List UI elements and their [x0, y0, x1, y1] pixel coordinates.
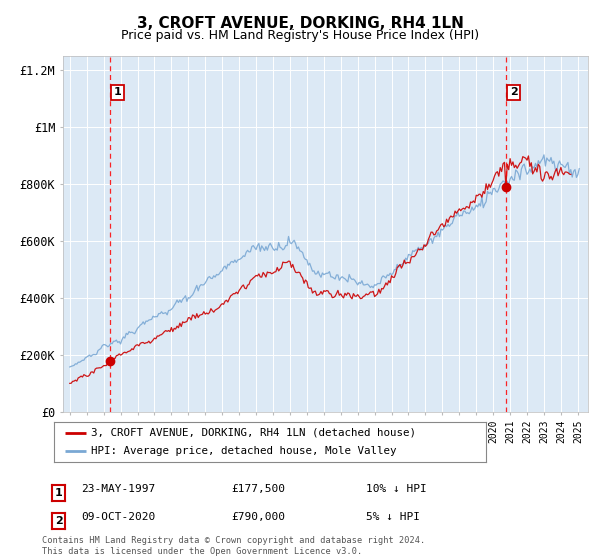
Text: 3, CROFT AVENUE, DORKING, RH4 1LN (detached house): 3, CROFT AVENUE, DORKING, RH4 1LN (detac… [91, 428, 416, 437]
Text: HPI: Average price, detached house, Mole Valley: HPI: Average price, detached house, Mole… [91, 446, 396, 456]
Text: 23-MAY-1997: 23-MAY-1997 [81, 484, 155, 494]
Text: 1: 1 [55, 488, 62, 497]
Text: 10% ↓ HPI: 10% ↓ HPI [366, 484, 427, 494]
Text: 2: 2 [509, 87, 517, 97]
Text: Price paid vs. HM Land Registry's House Price Index (HPI): Price paid vs. HM Land Registry's House … [121, 29, 479, 42]
Text: £790,000: £790,000 [231, 512, 285, 522]
Text: 3, CROFT AVENUE, DORKING, RH4 1LN: 3, CROFT AVENUE, DORKING, RH4 1LN [137, 16, 463, 31]
Text: Contains HM Land Registry data © Crown copyright and database right 2024.
This d: Contains HM Land Registry data © Crown c… [42, 536, 425, 556]
Text: 5% ↓ HPI: 5% ↓ HPI [366, 512, 420, 522]
Text: 1: 1 [113, 87, 121, 97]
Text: £177,500: £177,500 [231, 484, 285, 494]
Text: 2: 2 [55, 516, 62, 525]
Text: 09-OCT-2020: 09-OCT-2020 [81, 512, 155, 522]
